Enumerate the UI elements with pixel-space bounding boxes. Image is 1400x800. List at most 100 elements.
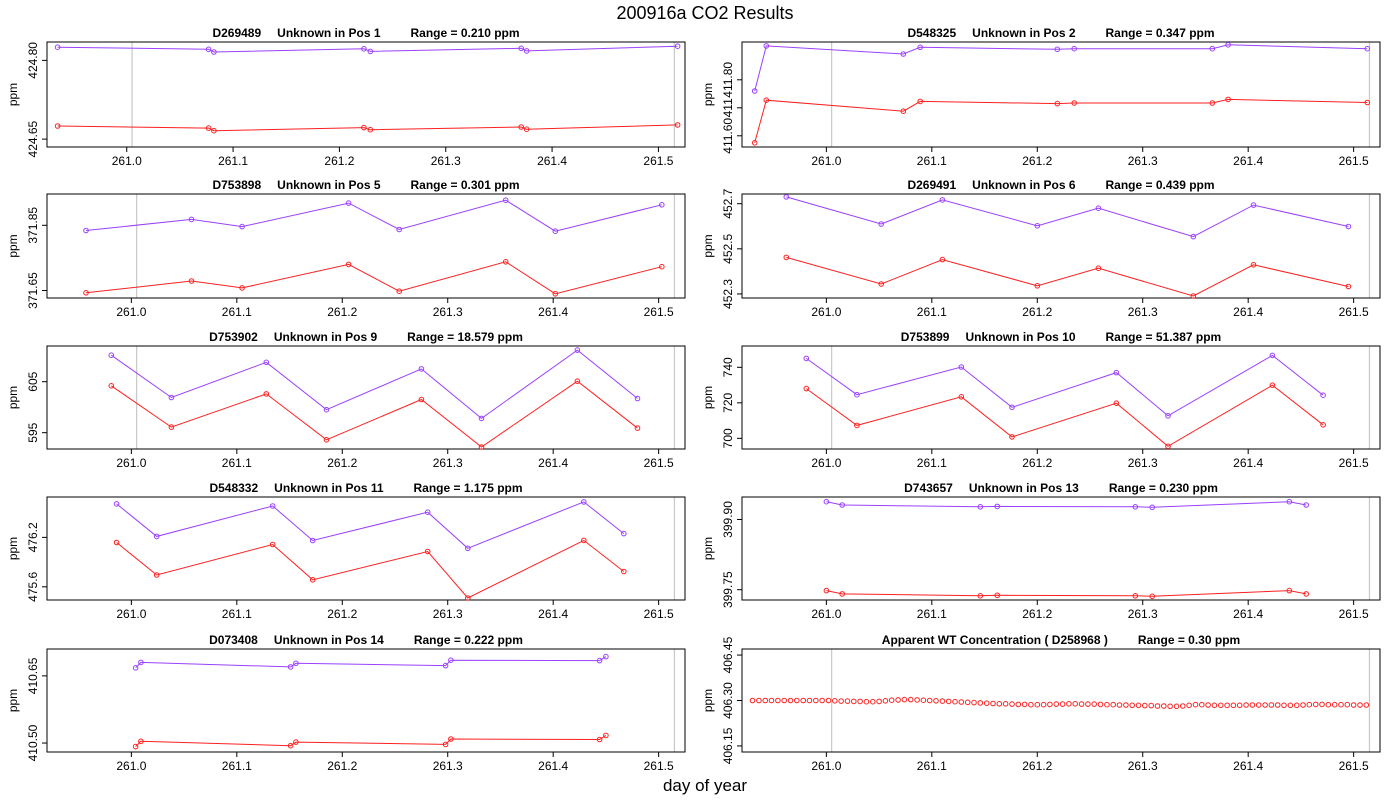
x-tick-label: 261.4: [1233, 759, 1263, 773]
y-tick-label: 475.6: [26, 571, 40, 601]
data-point: [345, 200, 352, 206]
panel-title-position: Unknown in Pos 1: [277, 26, 381, 40]
data-point: [1357, 702, 1363, 708]
panel-title-range: Range = 0.222 ppm: [414, 633, 523, 647]
series-line: [135, 734, 607, 747]
chart-panel-5: D753902 Unknown in Pos 9 Range = 18.579 pp…: [6, 330, 686, 470]
y-tick-label: 399.90: [721, 501, 735, 538]
data-point: [1149, 593, 1155, 600]
data-point: [518, 124, 525, 130]
x-tick-label: 261.0: [811, 154, 841, 168]
x-tick-label: 261.3: [431, 154, 461, 168]
data-point: [309, 537, 316, 544]
y-tick-label: 371.85: [26, 207, 40, 244]
data-point: [1034, 283, 1041, 289]
x-tick-label: 261.3: [433, 305, 463, 319]
y-tick-label: 410.65: [26, 657, 40, 694]
data-point: [781, 697, 788, 704]
data-point: [1066, 701, 1072, 707]
data-point: [634, 395, 641, 402]
y-axis: 700 720 740 ppm: [701, 357, 742, 448]
data-point: [1002, 701, 1009, 707]
data-point: [1345, 283, 1352, 290]
data-point: [581, 499, 587, 505]
y-axis-label: ppm: [6, 689, 20, 712]
series-line: [754, 98, 1368, 143]
y-axis: 406.15 406.30 406.45 ppm: [701, 636, 742, 764]
y-tick-label: 399.75: [721, 571, 735, 608]
y-tick-label: 452.3: [721, 279, 735, 309]
x-tick-label: 261.2: [327, 759, 357, 773]
series-lower: [113, 537, 627, 601]
x-tick-label: 261.0: [116, 456, 146, 470]
series-line: [806, 354, 1324, 417]
panel-title-id: D548325: [907, 26, 956, 40]
y-tick-label: 410.50: [26, 724, 40, 761]
data-point: [803, 385, 810, 392]
panel-title: D743657 Unknown in Pos 13 Range = 0.230 pp…: [904, 481, 1218, 495]
data-point: [939, 698, 946, 704]
x-tick-label: 261.1: [917, 607, 947, 621]
data-point: [1269, 352, 1276, 359]
y-tick-label: 406.30: [721, 682, 735, 719]
data-point: [1303, 591, 1309, 597]
data-point: [309, 577, 316, 583]
data-point: [756, 697, 762, 704]
data-point: [787, 697, 794, 704]
data-point: [838, 698, 844, 704]
data-point: [1250, 202, 1257, 208]
data-point: [323, 406, 330, 413]
data-point: [83, 290, 89, 296]
series-line: [826, 501, 1307, 508]
x-tick-label: 261.0: [116, 759, 146, 773]
data-point: [1286, 498, 1293, 505]
x-tick-label: 261.2: [1022, 456, 1052, 470]
data-point: [1009, 404, 1015, 411]
data-point: [1095, 265, 1102, 272]
data-point: [1149, 504, 1155, 511]
data-point: [945, 698, 952, 705]
series-line: [826, 590, 1307, 597]
data-point: [361, 124, 367, 131]
data-point: [1028, 701, 1034, 708]
series-line: [786, 256, 1349, 297]
data-point: [603, 732, 609, 739]
data-point: [783, 254, 790, 261]
data-point: [1054, 46, 1061, 53]
x-tick-label: 261.2: [324, 154, 354, 168]
x-tick-label: 261.2: [1022, 154, 1052, 168]
plot-frame: [741, 496, 1381, 601]
chart-panel-10: Apparent WT Concentration ( D258968 ) Ran…: [701, 633, 1381, 773]
panel-title-id: D073408: [209, 633, 258, 647]
y-tick-label: 452.5: [721, 233, 735, 263]
chart-panel-1: D269489 Unknown in Pos 1 Range = 0.210 ppm…: [6, 26, 686, 168]
plot-frame: [46, 496, 686, 601]
panel-title: D753902 Unknown in Pos 9 Range = 18.579 pp…: [209, 330, 523, 344]
data-point: [396, 288, 403, 295]
x-tick-label: 261.5: [644, 456, 674, 470]
data-point: [977, 504, 984, 510]
data-point: [574, 378, 581, 385]
data-point: [1209, 100, 1216, 106]
data-point: [876, 698, 882, 705]
panel-title: D073408 Unknown in Pos 14 Range = 0.222 pp…: [209, 633, 523, 647]
series-lower: [83, 259, 665, 297]
y-tick-label: 476.2: [26, 522, 40, 552]
data-point: [917, 98, 924, 105]
chart-panel-8: D743657 Unknown in Pos 13 Range = 0.230 pp…: [701, 481, 1381, 621]
panel-title-position: Unknown in Pos 14: [274, 633, 384, 647]
panel-title-id: D269489: [212, 26, 261, 40]
data-point: [188, 216, 195, 223]
series-line: [85, 199, 662, 232]
series-line: [57, 124, 678, 132]
data-point: [211, 127, 217, 134]
data-point: [1165, 413, 1171, 419]
x-axis: 261.0 261.1 261.2 261.3 261.4 261.5: [116, 298, 674, 319]
series-line: [806, 384, 1324, 447]
x-tick-label: 261.0: [112, 154, 142, 168]
x-tick-label: 261.3: [1128, 456, 1158, 470]
data-point: [1274, 702, 1281, 708]
x-tick-label: 261.2: [327, 607, 357, 621]
data-point: [900, 108, 907, 114]
data-point: [1095, 205, 1102, 211]
